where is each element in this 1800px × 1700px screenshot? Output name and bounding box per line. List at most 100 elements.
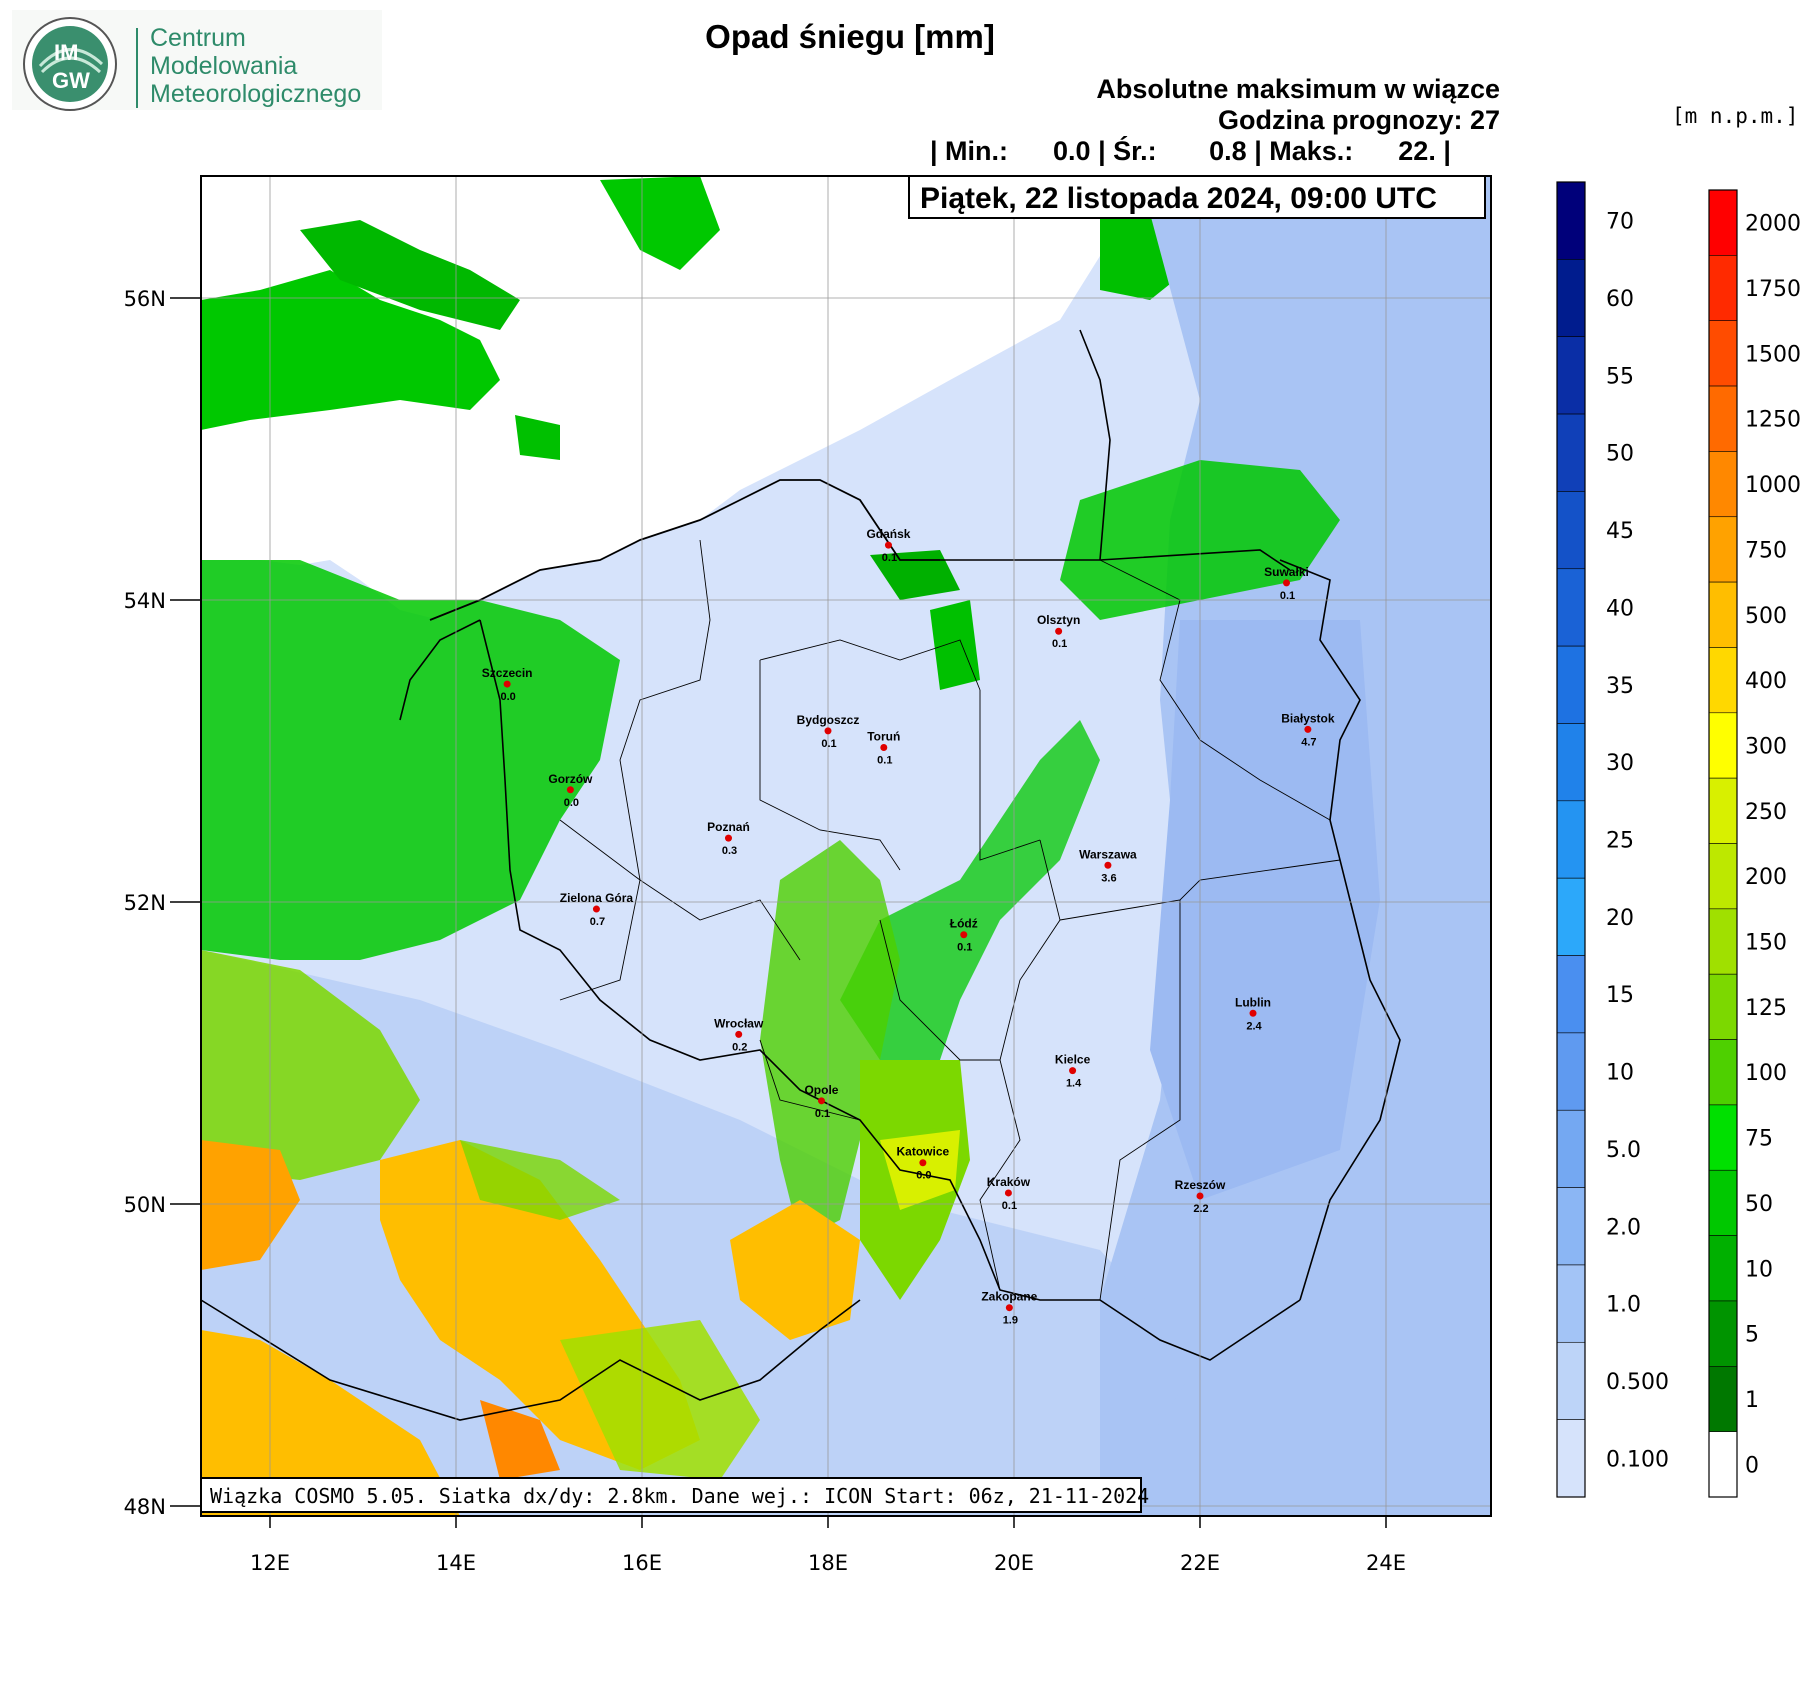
- legend-swatch: [1708, 1235, 1738, 1302]
- legend-swatch: [1556, 413, 1586, 492]
- legend-swatch: [1556, 1341, 1586, 1420]
- terrain-central-north: [840, 720, 1100, 1060]
- legend-swatch: [1708, 1039, 1738, 1106]
- imgw-emblem: IM GW: [23, 17, 117, 111]
- legend-label: 60: [1606, 287, 1634, 312]
- terrain-kashubia: [930, 600, 980, 690]
- legend-swatch: [1556, 1032, 1586, 1111]
- border-mazowieckie-south: [1059, 859, 1341, 921]
- snow-south-band: [201, 950, 1200, 1516]
- city-dot: [592, 905, 600, 913]
- legend-swatch: [1708, 1431, 1738, 1498]
- city-value: 3.6: [1101, 872, 1116, 884]
- city-marker: Wrocław 0.2: [714, 1016, 764, 1053]
- legend-label: 35: [1606, 674, 1634, 699]
- border-zachodniopomorskie: [619, 539, 711, 761]
- legend-label: 55: [1606, 364, 1634, 389]
- legend-swatch: [1708, 712, 1738, 779]
- lat-label: 54N: [124, 589, 166, 613]
- legend-swatch: [1556, 800, 1586, 879]
- city-marker: Katowice 0.0: [897, 1145, 950, 1182]
- city-name: Wrocław: [714, 1016, 764, 1030]
- city-dot: [735, 1030, 743, 1038]
- border-podlaskie: [1099, 559, 1331, 821]
- model-info: Wiązka COSMO 5.05. Siatka dx/dy: 2.8km. …: [200, 1477, 1149, 1513]
- city-dot: [817, 1097, 825, 1105]
- terrain-west: [201, 560, 620, 960]
- city-dot: [960, 931, 968, 939]
- logo-text: Centrum Modelowania Meteorologicznego: [150, 24, 361, 108]
- city-marker: Szczecin 0.0: [482, 666, 533, 703]
- legend-label: 10: [1745, 1257, 1773, 1282]
- city-dot: [884, 541, 892, 549]
- city-value: 0.1: [1052, 638, 1067, 650]
- legend-swatch: [1556, 259, 1586, 338]
- city-value: 0.2: [732, 1041, 747, 1053]
- city-name: Rzeszów: [1175, 1178, 1226, 1192]
- city-value: 0.0: [501, 691, 516, 703]
- legend-label: 2000: [1745, 212, 1800, 237]
- terrain-unit: [m n.p.m.]: [1672, 104, 1799, 128]
- border-germany-north: [399, 619, 481, 721]
- city-marker: Zielona Góra 0.7: [560, 891, 634, 928]
- terrain-bohemia-high: [480, 1400, 560, 1480]
- city-value: 2.4: [1246, 1020, 1262, 1032]
- city-name: Zielona Góra: [560, 891, 634, 905]
- legend-label: 1500: [1745, 342, 1800, 367]
- city-dot: [1104, 861, 1112, 869]
- city-value: 1.4: [1066, 1078, 1082, 1090]
- legend-swatch: [1708, 1169, 1738, 1236]
- legend-swatch: [1708, 843, 1738, 910]
- city-name: Szczecin: [482, 666, 533, 680]
- lat-label: 48N: [124, 1495, 166, 1519]
- city-dot: [824, 727, 832, 735]
- legend-label: 125: [1745, 996, 1787, 1021]
- legend-label: 45: [1606, 519, 1634, 544]
- legend-label: 1750: [1745, 277, 1800, 302]
- city-marker: Toruń 0.1: [867, 729, 900, 766]
- lon-label: 22E: [1180, 1551, 1220, 1575]
- border-malopolskie: [979, 1059, 1021, 1291]
- legend-swatch: [1556, 568, 1586, 647]
- city-name: Lublin: [1235, 995, 1271, 1009]
- stats-line: | Min.: 0.0 | Śr.: 0.8 | Maks.: 22. |: [930, 136, 1451, 166]
- border-pomorskie-south: [759, 639, 981, 691]
- city-value: 0.1: [882, 552, 897, 564]
- legend-label: 1000: [1745, 473, 1800, 498]
- legend-label: 75: [1745, 1127, 1773, 1152]
- city-dot: [1055, 627, 1063, 635]
- logo-line-3: Meteorologicznego: [150, 80, 362, 108]
- city-markers: Gdańsk 0.1 Suwałki 0.1 Olsztyn 0.1 Szczecin 0.0…: [482, 527, 1335, 1327]
- legend-label: 400: [1745, 669, 1787, 694]
- legend-label: 20: [1606, 906, 1634, 931]
- legend-label: 250: [1745, 800, 1787, 825]
- voivodeship-borders: [559, 539, 1341, 1301]
- city-marker: Kraków 0.1: [987, 1175, 1031, 1212]
- logo-badge-bottom: GW: [52, 68, 90, 93]
- city-marker: Opole 0.1: [804, 1083, 838, 1120]
- city-dot: [1196, 1192, 1204, 1200]
- legend-label: 0.100: [1606, 1447, 1669, 1472]
- imgw-logo: IM GW Centrum Modelowania Meteorologiczn…: [12, 10, 382, 111]
- legend-frame: [1556, 181, 1586, 1498]
- border-wielkopolskie: [619, 759, 801, 961]
- city-dot: [1282, 579, 1290, 587]
- legend-swatch: [1708, 973, 1738, 1040]
- terrain-bohemia-green: [460, 1140, 620, 1220]
- city-value: 1.9: [1003, 1315, 1018, 1327]
- legend-label: 0.500: [1606, 1370, 1669, 1395]
- legend-label: 5.0: [1606, 1138, 1641, 1163]
- city-dot: [1304, 725, 1312, 733]
- graticule: [201, 176, 1491, 1516]
- city-name: Suwałki: [1264, 565, 1309, 579]
- legend-label: 10: [1606, 1061, 1634, 1086]
- legend-swatch: [1556, 877, 1586, 956]
- lon-label: 16E: [622, 1551, 662, 1575]
- legend-swatch: [1708, 1300, 1738, 1367]
- terrain-scandinavia: [201, 270, 500, 430]
- city-name: Katowice: [897, 1145, 950, 1159]
- snow-east-core: [1150, 620, 1380, 1200]
- terrain-alps-edge: [201, 1140, 300, 1270]
- terrain-alps: [201, 1330, 460, 1516]
- border-lubelskie: [1099, 900, 1181, 1301]
